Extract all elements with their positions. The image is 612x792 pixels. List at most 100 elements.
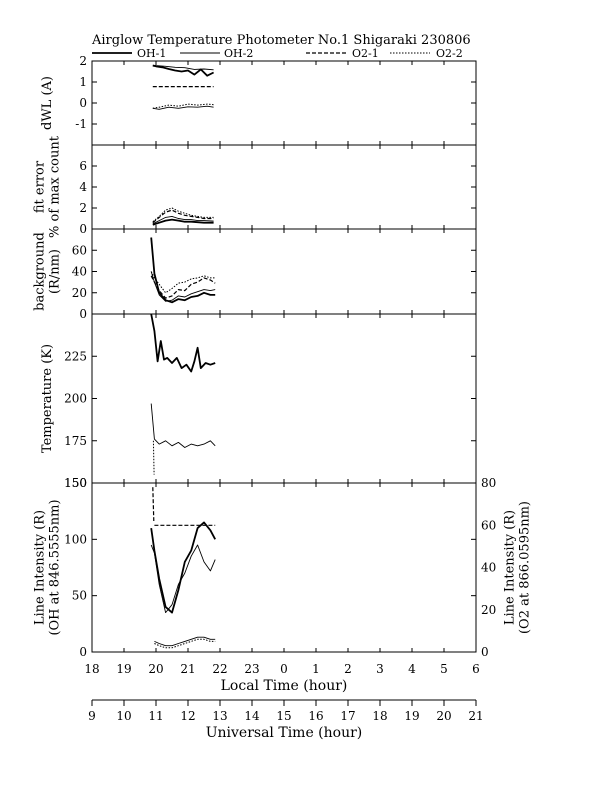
x-tick-label-local: 23 (244, 662, 259, 676)
series-line-oh-2 (150, 544, 216, 614)
series-line-oh-2 (152, 64, 214, 71)
y-axis-label: (OH at 846.5555nm) (48, 499, 63, 635)
y-axis-label-right: (O2 at 866.0595nm) (518, 501, 533, 634)
series-line-oh-2 (152, 215, 214, 225)
panel-temp: 150 175 200 225 Temperature (K) (40, 313, 477, 490)
x-tick-label-local: 3 (376, 662, 384, 676)
y-tick-label: 1 (79, 75, 87, 89)
y-axis-label-right: Line Intensity (R) (503, 510, 518, 625)
y-tick-label-right: 60 (481, 518, 496, 532)
x-tick-label-local: 20 (148, 662, 163, 676)
panel-frame (91, 482, 477, 653)
legend-label: OH-1 (137, 47, 166, 60)
panel-frame (91, 313, 477, 484)
x-tick-label-local: 0 (280, 662, 288, 676)
y-tick-label: 50 (72, 589, 87, 603)
panel-bg: 0 20 40 60 background (R/nm) (33, 228, 477, 321)
series-line-oh-2 (150, 403, 216, 448)
legend-label: OH-2 (224, 47, 253, 60)
x-tick-label-ut: 13 (212, 709, 227, 723)
x-tick-label-local: 19 (116, 662, 131, 676)
panel-dwl: -1 0 1 2 dWL (A) (40, 54, 477, 146)
x-axis-label-ut: Universal Time (hour) (206, 725, 363, 741)
y-tick-label: 0 (79, 645, 87, 659)
x-tick-label-ut: 14 (244, 709, 260, 723)
series-line-o2-2 (152, 207, 214, 223)
chart-title: Airglow Temperature Photometer No.1 Shig… (91, 33, 471, 48)
series-line-oh-2 (150, 271, 216, 302)
x-tick-label-local: 2 (344, 662, 352, 676)
series-line-o2-1b (152, 487, 155, 522)
panel-frame (91, 60, 477, 146)
y-tick-label: 6 (79, 159, 87, 173)
x-tick-label-ut: 21 (468, 709, 483, 723)
x-tick-label-local: 1 (312, 662, 320, 676)
y-axis-label: fit error (33, 160, 48, 213)
y-tick-label-right: 0 (481, 645, 489, 659)
y-tick-label: 225 (64, 349, 87, 363)
series-line-o2-2b (154, 636, 216, 647)
x-tick-label-ut: 17 (340, 709, 355, 723)
series-line-o2-2 (152, 103, 214, 109)
y-tick-label: 60 (72, 243, 87, 257)
y-axis-label: dWL (A) (40, 76, 55, 130)
y-tick-label-right: 40 (481, 561, 496, 575)
y-tick-label: 40 (72, 265, 87, 279)
series-line-o2-1 (150, 275, 216, 299)
x-tick-label-ut: 10 (116, 709, 131, 723)
series-line-o2-2b (152, 105, 214, 110)
y-tick-label-right: 20 (481, 603, 496, 617)
x-tick-label-ut: 9 (88, 709, 96, 723)
x-tick-label-ut: 15 (276, 709, 291, 723)
x-tick-label-ut: 16 (308, 709, 323, 723)
legend: OH-1 OH-2 O2-1 O2-2 (92, 47, 463, 60)
y-tick-label: 0 (79, 307, 87, 321)
y-tick-label: 0 (79, 96, 87, 110)
y-axis-label: Temperature (K) (40, 344, 55, 453)
x-tick-label-ut: 18 (372, 709, 387, 723)
series-line-oh-1 (150, 313, 216, 373)
y-tick-label: 150 (64, 476, 87, 490)
series-line-oh-1 (150, 521, 216, 614)
y-tick-label-right: 80 (481, 476, 496, 490)
x-tick-label-local: 21 (180, 662, 195, 676)
x-axis-label-local: Local Time (hour) (221, 678, 348, 694)
y-tick-label: 2 (79, 54, 87, 68)
x-tick-label-ut: 12 (180, 709, 195, 723)
y-axis-label: background (33, 232, 48, 311)
x-tick-label-local: 4 (408, 662, 416, 676)
y-axis-label: % of max count (48, 135, 63, 238)
y-tick-label: 2 (79, 201, 87, 215)
panel-fit: 0 2 4 6 fit error% of max count (33, 135, 477, 238)
legend-label: O2-2 (436, 47, 463, 60)
x-tick-label-local: 18 (84, 662, 99, 676)
x-tick-label-ut: 20 (436, 709, 451, 723)
series-line-o2-1 (152, 440, 155, 475)
y-axis-label: (R/nm) (48, 249, 63, 294)
y-tick-label: 100 (64, 532, 87, 546)
x-tick-label-local: 6 (472, 662, 480, 676)
y-tick-label: 175 (64, 434, 87, 448)
legend-label: O2-1 (352, 47, 379, 60)
y-tick-label: 20 (72, 286, 87, 300)
series-line-o2-2 (154, 638, 216, 649)
series-line-oh-1 (152, 218, 214, 226)
panel-frame (91, 144, 477, 230)
y-tick-label: 0 (79, 222, 87, 236)
y-axis-label: Line Intensity (R) (33, 510, 48, 625)
x-tick-label-ut: 19 (404, 709, 419, 723)
y-tick-label: 200 (64, 392, 87, 406)
series-line-oh-1 (152, 64, 215, 77)
y-tick-label: 150 (64, 476, 87, 490)
panel-frame (91, 228, 477, 315)
y-tick-label: -1 (75, 117, 87, 131)
x-tick-label-local: 5 (440, 662, 448, 676)
series-line-o2-1 (152, 209, 214, 224)
x-tick-label-ut: 11 (148, 709, 163, 723)
series-line-o2-2 (150, 271, 216, 294)
x-tick-label-local: 22 (212, 662, 227, 676)
